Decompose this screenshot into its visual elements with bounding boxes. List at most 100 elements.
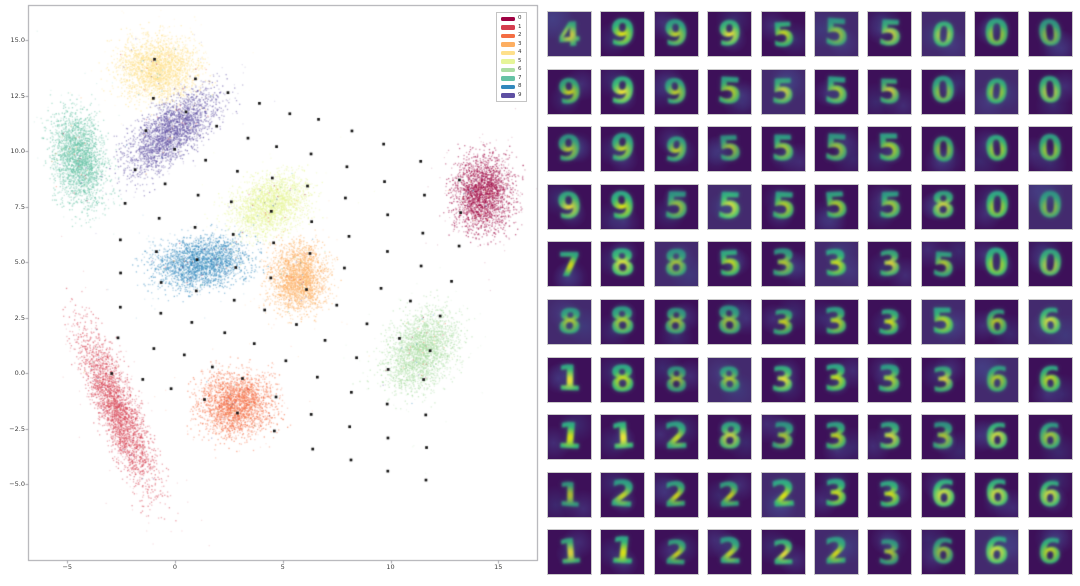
legend-color-swatch: [501, 42, 515, 47]
digit-cell: 1: [547, 471, 592, 518]
digit-cell: 5: [707, 68, 753, 115]
digit-glyph: 5: [716, 128, 744, 170]
legend-item: 5: [501, 58, 522, 65]
digit-glyph: 1: [556, 531, 583, 574]
digit-glyph: 3: [876, 358, 904, 400]
digit-glyph: 5: [823, 12, 850, 55]
legend-item: 4: [501, 49, 522, 56]
digit-glyph: 2: [717, 531, 743, 573]
digit-glyph: 3: [770, 242, 796, 285]
digit-cell: 5: [867, 11, 913, 57]
legend-item: 6: [501, 66, 522, 73]
digit-cell: 8: [653, 299, 699, 345]
legend-item: 3: [501, 40, 522, 48]
digit-glyph: 5: [877, 185, 903, 227]
digit-glyph: 5: [770, 128, 796, 169]
digit-glyph: 0: [983, 71, 1010, 112]
digit-cell: 1: [547, 356, 592, 403]
digit-cell: 6: [1027, 299, 1073, 345]
digit-cell: 6: [974, 414, 1020, 461]
x-tick-label: 5: [280, 563, 285, 571]
digit-cell: 5: [760, 126, 806, 173]
digit-glyph: 6: [930, 473, 956, 516]
digit-cell: 0: [1027, 11, 1073, 57]
digit-glyph: 6: [1036, 301, 1064, 343]
digit-glyph: 8: [716, 359, 743, 400]
digit-cell: 8: [707, 356, 753, 403]
digit-glyph: 8: [715, 416, 744, 458]
legend-label: 3: [518, 40, 522, 47]
legend-label: 4: [518, 49, 522, 55]
y-tick-label: 0.0: [14, 368, 25, 377]
digit-glyph: 3: [876, 474, 904, 516]
digit-glyph: 8: [664, 359, 689, 400]
legend-label: 0: [518, 15, 522, 21]
digit-cell: 7: [547, 241, 592, 288]
digit-cell: 0: [1027, 241, 1073, 288]
digit-cell: 2: [707, 471, 753, 518]
digit-cell: 2: [760, 471, 806, 518]
legend-color-swatch: [501, 67, 515, 72]
digit-cell: 3: [760, 356, 806, 403]
digit-cell: 1: [600, 414, 646, 461]
digit-cell: 0: [1027, 126, 1073, 173]
digit-cell: 2: [653, 414, 699, 461]
digit-cell: 0: [974, 241, 1020, 288]
digit-glyph: 0: [984, 242, 1010, 286]
digit-cell: 8: [547, 299, 592, 345]
digit-glyph: 2: [663, 415, 690, 458]
digit-glyph: 0: [1036, 70, 1064, 112]
y-tick-label: 7.5: [14, 202, 25, 211]
digit-cell: 8: [707, 414, 753, 461]
legend-item: 7: [501, 74, 522, 82]
digit-glyph: 6: [930, 531, 956, 574]
digit-cell: 0: [920, 11, 966, 57]
digit-cell: 8: [920, 183, 966, 230]
digit-cell: 5: [867, 126, 913, 173]
digit-glyph: 3: [768, 415, 798, 458]
digit-glyph: 8: [609, 300, 637, 343]
digit-glyph: 1: [556, 358, 583, 400]
legend-label: 7: [518, 74, 522, 81]
digit-cell: 2: [653, 529, 699, 576]
digit-glyph: 2: [663, 532, 690, 573]
digit-glyph: 2: [608, 473, 638, 516]
digit-glyph: 8: [556, 301, 583, 343]
digit-cell: 2: [600, 471, 646, 518]
digit-glyph: 1: [609, 415, 637, 459]
digit-glyph: 5: [876, 13, 904, 54]
digit-glyph: 9: [662, 71, 690, 112]
digit-cell: 2: [707, 529, 753, 576]
digit-cell: 5: [814, 183, 859, 230]
digit-cell: 3: [760, 414, 806, 461]
digit-glyph: 3: [877, 416, 903, 457]
digit-cell: 3: [814, 241, 859, 288]
digit-cell: 5: [867, 68, 913, 115]
digit-glyph: 6: [1037, 359, 1063, 401]
digit-cell: 6: [974, 356, 1020, 403]
digit-glyph: 0: [984, 186, 1010, 227]
digit-cell: 6: [1027, 529, 1073, 576]
digit-glyph: 6: [983, 474, 1010, 515]
digit-cell: 3: [814, 356, 859, 403]
y-tick-label: 15.0: [10, 35, 25, 44]
digit-cell: 5: [920, 299, 966, 345]
y-tick-label: −5.0: [9, 479, 25, 488]
digit-cell: 8: [653, 356, 699, 403]
legend-color-swatch: [501, 33, 515, 38]
digit-glyph: 6: [984, 416, 1010, 459]
y-tick-label: −2.5: [9, 424, 25, 433]
digit-cell: 3: [814, 299, 859, 345]
digit-cell: 3: [867, 356, 913, 403]
digit-glyph: 0: [930, 14, 957, 54]
digit-glyph: 9: [609, 185, 637, 227]
digit-cell: 3: [814, 471, 859, 518]
digit-glyph: 5: [822, 185, 851, 227]
digit-cell: 9: [707, 11, 753, 57]
digit-glyph: 5: [715, 185, 744, 228]
digit-glyph: 8: [609, 357, 637, 401]
digit-glyph: 0: [1036, 13, 1064, 54]
digit-glyph: 3: [877, 301, 903, 343]
digit-glyph: 9: [557, 128, 582, 170]
